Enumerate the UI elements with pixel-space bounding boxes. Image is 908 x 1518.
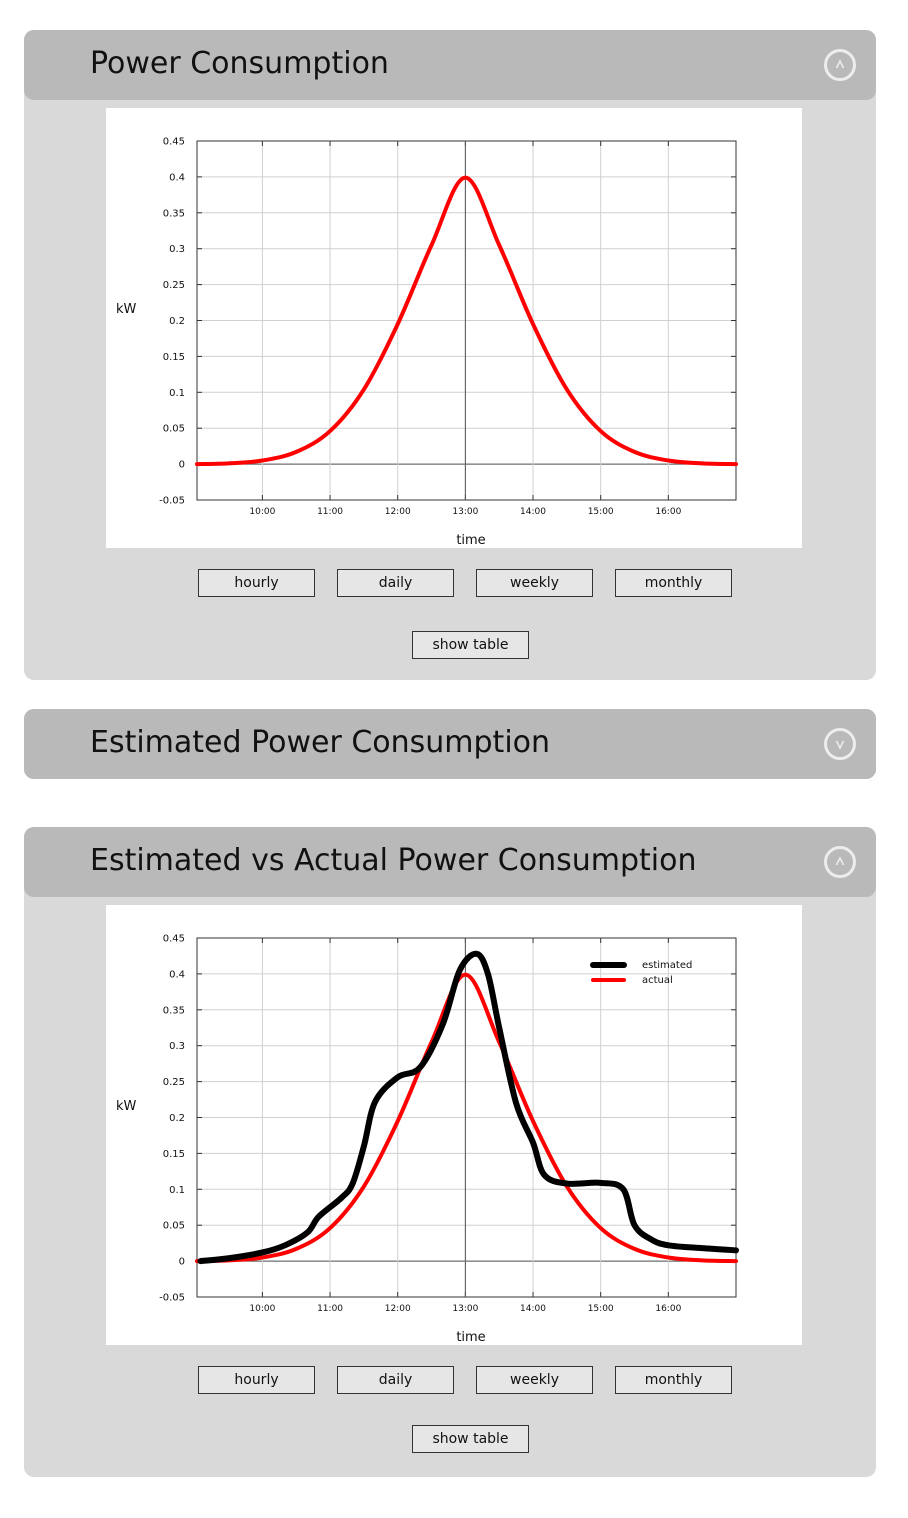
chevron-up-icon[interactable] xyxy=(824,846,856,878)
panel-header[interactable]: Estimated vs Actual Power Consumption xyxy=(24,827,876,897)
show-table-button[interactable]: show table xyxy=(412,631,529,659)
y-tick-label: 0.4 xyxy=(169,969,185,980)
x-tick-label: 11:00 xyxy=(317,507,343,517)
x-tick-label: 15:00 xyxy=(588,507,614,517)
y-tick-label: 0.45 xyxy=(163,137,185,148)
chevron-down-icon[interactable] xyxy=(824,728,856,760)
weekly-button[interactable]: weekly xyxy=(476,1366,593,1394)
panel-title: Estimated vs Actual Power Consumption xyxy=(90,843,697,878)
y-tick-label: 0.25 xyxy=(163,280,185,291)
x-tick-label: 11:00 xyxy=(317,1304,343,1314)
y-tick-label: 0.4 xyxy=(169,172,185,183)
x-tick-label: 12:00 xyxy=(385,1304,411,1314)
show-table-button[interactable]: show table xyxy=(412,1425,529,1453)
x-axis-label: time xyxy=(456,1330,485,1345)
panel-header[interactable]: Power Consumption xyxy=(24,30,876,100)
y-tick-label: 0.05 xyxy=(163,1221,185,1232)
monthly-button[interactable]: monthly xyxy=(615,569,732,597)
x-tick-label: 10:00 xyxy=(249,1304,275,1314)
y-tick-label: 0.3 xyxy=(169,244,185,255)
y-tick-label: 0.45 xyxy=(163,934,185,945)
estimated-vs-actual-panel: Estimated vs Actual Power Consumption 0.… xyxy=(24,827,876,1477)
x-tick-label: 13:00 xyxy=(452,507,478,517)
y-tick-label: 0.25 xyxy=(163,1077,185,1088)
y-tick-label: 0.15 xyxy=(163,352,185,363)
y-tick-label: 0.3 xyxy=(169,1041,185,1052)
panel-title: Power Consumption xyxy=(90,46,389,81)
monthly-button[interactable]: monthly xyxy=(615,1366,732,1394)
y-tick-label: 0 xyxy=(179,1257,185,1268)
power-consumption-chart: 0.45 0.4 0.35 0.3 0.25 0.2 0.15 0.1 0.05 0 -0.05 10… xyxy=(106,108,802,548)
y-tick-label: -0.05 xyxy=(159,1293,185,1304)
y-tick-label: 0.15 xyxy=(163,1149,185,1160)
y-tick-label: 0.05 xyxy=(163,424,185,435)
line-chart: 0.45 0.4 0.35 0.3 0.25 0.2 0.15 0.1 0.05 0 -0.05 10… xyxy=(116,934,739,1345)
x-tick-label: 14:00 xyxy=(520,507,546,517)
x-tick-label: 15:00 xyxy=(588,1304,614,1314)
y-tick-label: 0.2 xyxy=(169,316,185,327)
legend-label: actual xyxy=(642,975,673,986)
series-line-line xyxy=(195,175,738,467)
y-tick-label: -0.05 xyxy=(159,496,185,507)
y-tick-label: 0 xyxy=(179,460,185,471)
y-axis-label: kW xyxy=(116,302,137,317)
x-axis-label: time xyxy=(456,533,485,548)
daily-button[interactable]: daily xyxy=(337,569,454,597)
series-line-actual xyxy=(195,972,738,1264)
x-tick-label: 12:00 xyxy=(385,507,411,517)
weekly-button[interactable]: weekly xyxy=(476,569,593,597)
daily-button[interactable]: daily xyxy=(337,1366,454,1394)
y-tick-label: 0.1 xyxy=(169,1185,185,1196)
panel-title: Estimated Power Consumption xyxy=(90,725,551,760)
power-consumption-panel: Power Consumption 0.45 0.4 0.35 0.3 0.25 0.2 0… xyxy=(24,30,876,680)
estimated-vs-actual-chart: 0.45 0.4 0.35 0.3 0.25 0.2 0.15 0.1 0.05 0 -0.05 10… xyxy=(106,905,802,1345)
chevron-up-icon[interactable] xyxy=(824,49,856,81)
series-line-estimated xyxy=(197,950,739,1265)
line-chart: 0.45 0.4 0.35 0.3 0.25 0.2 0.15 0.1 0.05 0 -0.05 10… xyxy=(116,137,738,548)
estimated-power-consumption-panel: Estimated Power Consumption xyxy=(24,709,876,779)
panel-header[interactable]: Estimated Power Consumption xyxy=(24,709,876,779)
hourly-button[interactable]: hourly xyxy=(198,569,315,597)
x-tick-label: 10:00 xyxy=(249,507,275,517)
y-tick-label: 0.35 xyxy=(163,208,185,219)
x-tick-label: 13:00 xyxy=(452,1304,478,1314)
y-tick-label: 0.35 xyxy=(163,1005,185,1016)
x-tick-label: 16:00 xyxy=(655,1304,681,1314)
hourly-button[interactable]: hourly xyxy=(198,1366,315,1394)
y-tick-label: 0.2 xyxy=(169,1113,185,1124)
y-tick-label: 0.1 xyxy=(169,388,185,399)
legend-label: estimated xyxy=(642,960,692,971)
x-tick-label: 16:00 xyxy=(655,507,681,517)
x-tick-label: 14:00 xyxy=(520,1304,546,1314)
y-axis-label: kW xyxy=(116,1099,137,1114)
